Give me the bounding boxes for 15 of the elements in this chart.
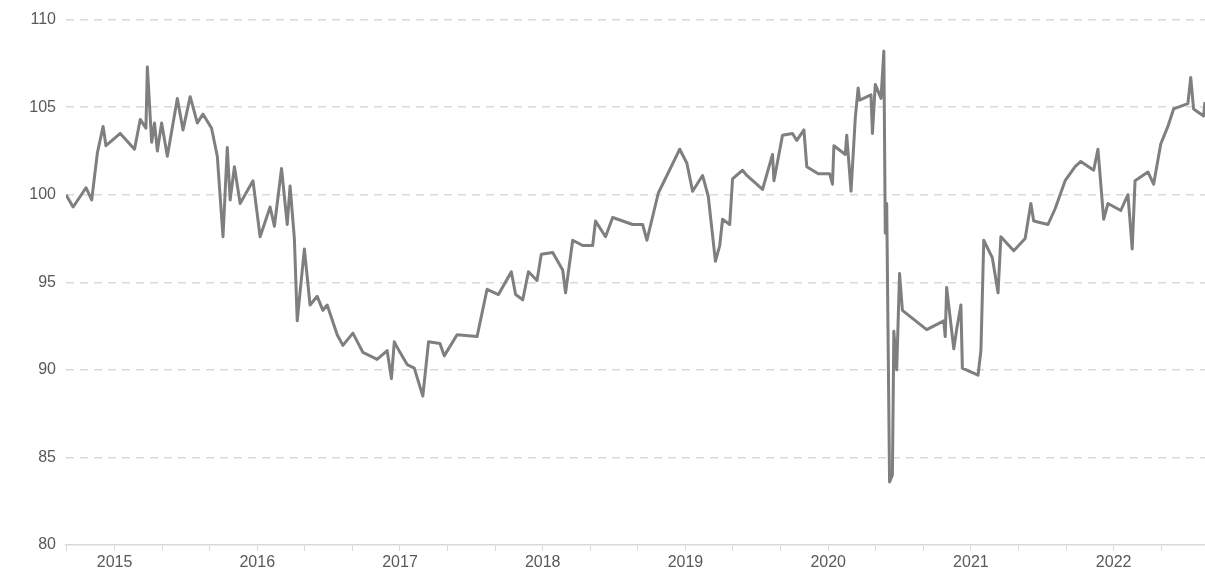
x-tick-label: 2016 bbox=[239, 553, 276, 571]
y-tick-label: 100 bbox=[29, 185, 57, 203]
x-tick-label: 2015 bbox=[96, 553, 133, 571]
x-tick-label: 2018 bbox=[524, 553, 561, 571]
y-tick-label: 80 bbox=[38, 535, 57, 553]
y-tick-label: 95 bbox=[38, 272, 57, 290]
x-tick-label: 2019 bbox=[667, 553, 704, 571]
y-tick-label: 90 bbox=[38, 360, 57, 378]
x-tick-label: 2020 bbox=[810, 553, 847, 571]
x-tick-label: 2022 bbox=[1095, 553, 1132, 571]
y-tick-label: 85 bbox=[38, 447, 57, 465]
x-tick-label: 2021 bbox=[953, 553, 989, 571]
y-tick-label: 105 bbox=[29, 97, 57, 115]
x-tick-label: 2017 bbox=[382, 553, 418, 571]
y-tick-label: 110 bbox=[30, 10, 57, 28]
